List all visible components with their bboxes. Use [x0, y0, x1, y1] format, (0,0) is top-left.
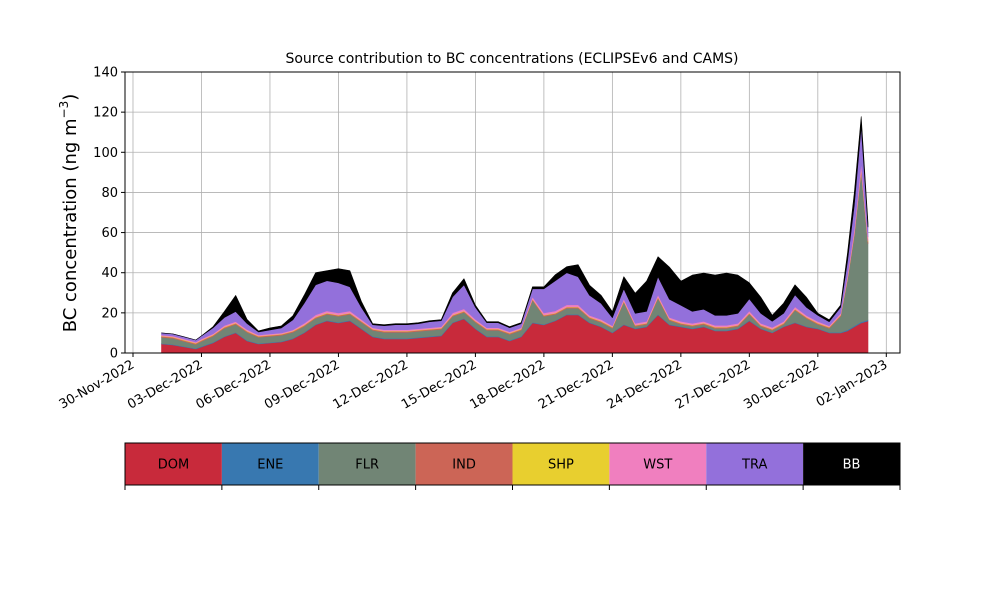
y-axis: 0 20 40 60 80 100 120 140: [93, 66, 125, 362]
legend-swatch-bb: [803, 443, 900, 485]
x-tick-label-18-dec-2022: 18-Dec-2022: [467, 357, 547, 412]
y-tick-label-140: 140: [93, 66, 118, 81]
y-tick-label-0: 0: [110, 347, 118, 362]
legend-swatch-flr: [318, 443, 416, 485]
legend-swatch-dom: [125, 443, 222, 485]
y-tick-label-40: 40: [101, 266, 118, 281]
y-tick-label-120: 120: [93, 106, 118, 121]
legend-label-dom: DOM: [158, 458, 189, 473]
x-tick-label-27-dec-2022: 27-Dec-2022: [673, 357, 753, 412]
y-tick-label-80: 80: [101, 186, 118, 201]
x-axis: 30-Nov-202203-Dec-202206-Dec-202209-Dec-…: [57, 353, 891, 413]
y-axis-label-close: ): [60, 94, 81, 101]
y-axis-label: BC concentration (ng m−3): [57, 94, 81, 333]
x-tick-label-03-dec-2022: 03-Dec-2022: [125, 357, 205, 412]
legend-label-tra: TRA: [741, 458, 767, 473]
x-tick-label-30-dec-2022: 30-Dec-2022: [741, 357, 821, 412]
plot-frame: [124, 71, 901, 354]
x-tick-label-24-dec-2022: 24-Dec-2022: [604, 357, 684, 412]
x-tick-label-30-nov-2022: 30-Nov-2022: [57, 357, 137, 412]
y-axis-label-sup: −3: [57, 101, 71, 119]
x-tick-label-12-dec-2022: 12-Dec-2022: [331, 357, 411, 412]
legend-label-shp: SHP: [548, 458, 574, 473]
legend-swatch-ene: [221, 443, 319, 485]
area-bb: [161, 116, 869, 341]
y-axis-label-main: BC concentration (ng m: [60, 118, 81, 332]
y-tick-label-100: 100: [93, 146, 118, 161]
chart-title: Source contribution to BC concentrations…: [285, 51, 738, 67]
legend-label-bb: BB: [843, 458, 861, 473]
legend-label-flr: FLR: [355, 458, 379, 473]
x-tick-label-06-dec-2022: 06-Dec-2022: [194, 357, 274, 412]
legend-label-ind: IND: [452, 458, 476, 473]
legend-swatch-ind: [415, 443, 513, 485]
legend-label-wst: WST: [643, 458, 672, 473]
x-tick-label-21-dec-2022: 21-Dec-2022: [536, 357, 616, 412]
legend-label-ene: ENE: [257, 458, 283, 473]
x-tick-label-02-jan-2023: 02-Jan-2023: [814, 357, 891, 410]
legend-colorbar: DOM ENE FLR IND SHP WST TRA BB: [124, 442, 901, 490]
x-tick-label-15-dec-2022: 15-Dec-2022: [399, 357, 479, 412]
x-tick-label-09-dec-2022: 09-Dec-2022: [262, 357, 342, 412]
y-tick-label-20: 20: [101, 306, 118, 321]
legend-swatch-tra: [706, 443, 804, 485]
legend-swatch-wst: [609, 443, 707, 485]
legend-swatch-shp: [512, 443, 610, 485]
y-tick-label-60: 60: [101, 226, 118, 241]
